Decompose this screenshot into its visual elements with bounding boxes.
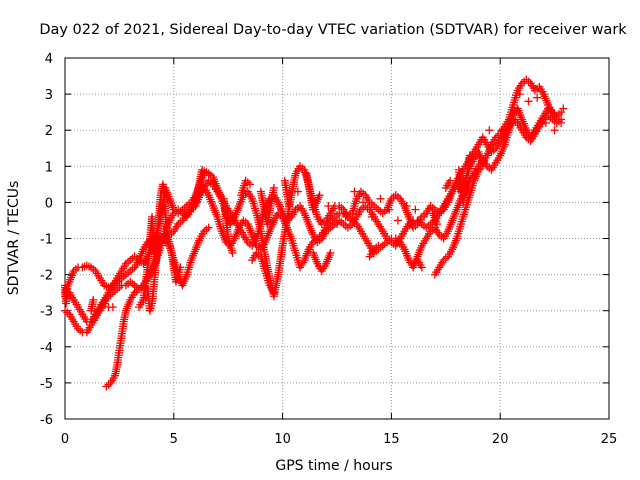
data-point-marker xyxy=(228,248,237,257)
data-point-marker xyxy=(446,176,455,185)
data-point-marker xyxy=(269,183,278,192)
data-point-marker xyxy=(341,212,350,221)
y-tick-label: 3 xyxy=(45,88,53,103)
data-points xyxy=(61,75,568,391)
data-point-marker xyxy=(478,162,487,171)
data-point-marker xyxy=(374,241,383,250)
data-point-marker xyxy=(498,126,507,135)
data-point-marker xyxy=(333,220,341,229)
x-tick-label: 0 xyxy=(61,432,69,447)
data-point-marker xyxy=(245,180,254,189)
y-tick-label: 2 xyxy=(45,124,53,139)
data-point-marker xyxy=(326,248,335,257)
data-point-marker xyxy=(557,115,566,124)
data-point-marker xyxy=(524,97,533,106)
y-tick-label: 0 xyxy=(45,196,53,211)
x-tick-label: 25 xyxy=(601,432,618,447)
data-point-marker xyxy=(411,205,420,214)
y-axis-label: SDTVAR / TECUs xyxy=(6,181,22,296)
x-tick-label: 15 xyxy=(383,432,400,447)
data-point-marker xyxy=(108,303,117,312)
data-point-marker xyxy=(324,202,333,211)
data-point-marker xyxy=(465,151,474,160)
data-point-marker xyxy=(541,118,550,127)
data-point-marker xyxy=(376,194,385,203)
data-point-marker xyxy=(485,126,494,135)
data-point-marker xyxy=(293,187,302,196)
y-tick-label: -4 xyxy=(40,341,53,356)
data-point-marker xyxy=(402,202,411,211)
data-point-marker xyxy=(204,223,213,232)
y-tick-label: -2 xyxy=(40,269,53,284)
data-point-marker xyxy=(359,198,368,207)
data-point-marker xyxy=(550,126,559,135)
data-point-marker xyxy=(533,93,542,102)
y-tick-label: -5 xyxy=(40,377,53,392)
data-point-marker xyxy=(315,191,324,200)
x-tick-label: 5 xyxy=(170,432,178,447)
chart-title: Day 022 of 2021, Sidereal Day-to-day VTE… xyxy=(39,22,627,38)
x-tick-label: 20 xyxy=(492,432,509,447)
y-tick-label: -3 xyxy=(40,305,53,320)
data-point-marker xyxy=(385,205,394,214)
y-tick-label: -1 xyxy=(40,233,53,248)
data-point-marker xyxy=(420,212,429,221)
x-axis-label: GPS time / hours xyxy=(275,458,392,474)
data-point-marker xyxy=(204,169,213,178)
x-tick-label: 10 xyxy=(274,432,291,447)
y-tick-label: 1 xyxy=(45,160,53,175)
data-point-marker xyxy=(63,285,72,294)
data-point-marker xyxy=(515,90,524,99)
data-point-marker xyxy=(89,295,98,304)
data-point-marker xyxy=(433,220,442,229)
data-point-marker xyxy=(559,104,568,113)
y-tick-label: 4 xyxy=(45,52,53,67)
data-point-marker xyxy=(417,263,426,272)
y-tick-label: -6 xyxy=(40,413,53,428)
data-point-marker xyxy=(176,263,185,272)
data-point-marker xyxy=(269,288,278,297)
axis-ticks: 0 5 10 15 20 25 -6 -5 -4 -3 -2 -1 0 1 2 3 4 xyxy=(40,52,617,447)
data-point-marker xyxy=(350,187,359,196)
data-point-marker xyxy=(393,216,402,225)
data-point-marker xyxy=(367,212,376,221)
data-point-marker xyxy=(285,202,294,211)
